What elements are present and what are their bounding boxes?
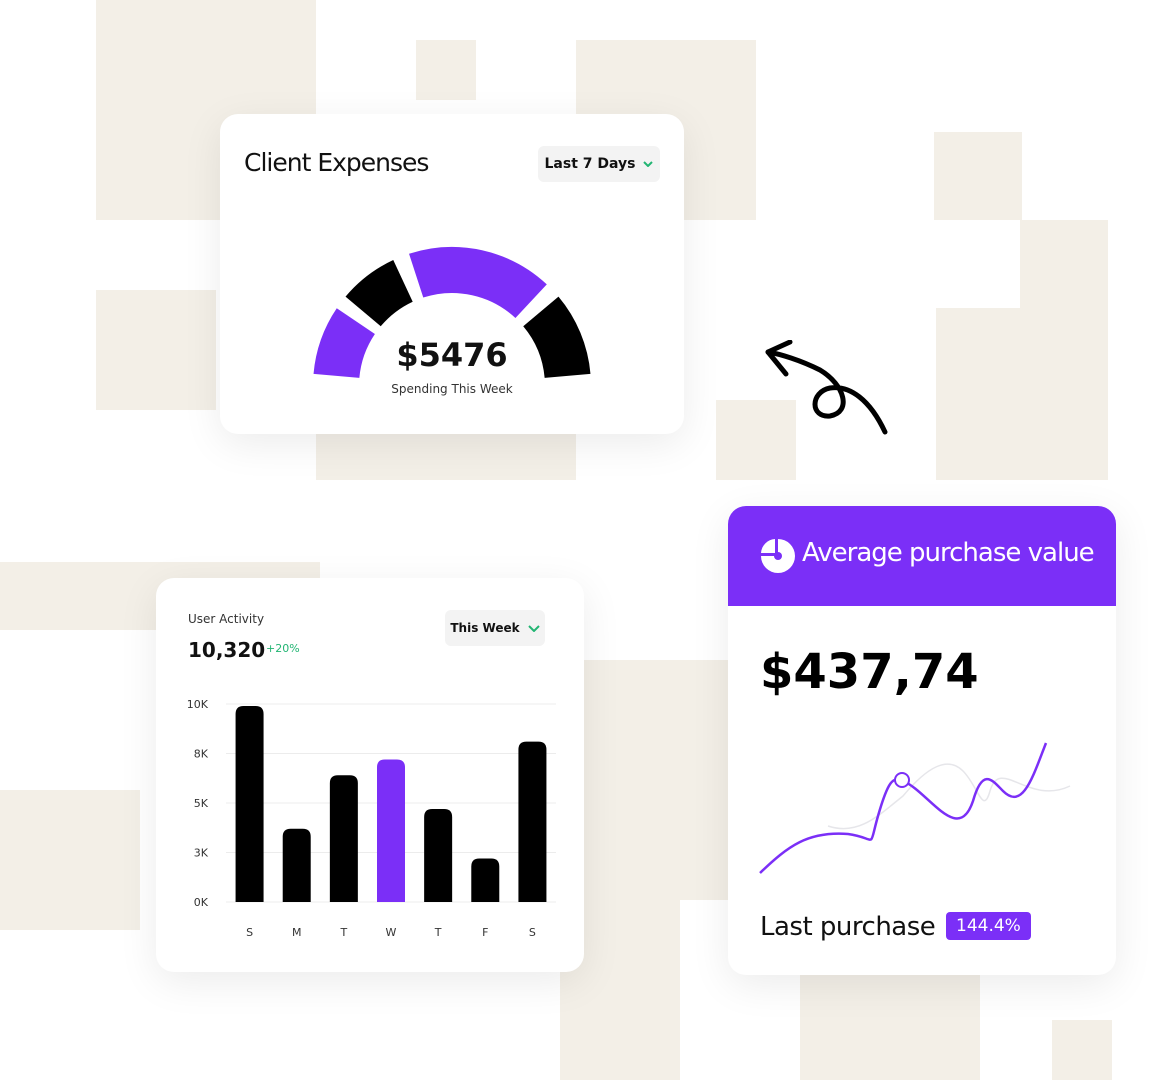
bg-block xyxy=(936,308,1108,480)
pie-icon xyxy=(761,539,795,573)
gauge-segment xyxy=(522,296,591,379)
activity-card: User Activity 10,320 +20% This Week 0K 3K… xyxy=(156,578,584,972)
bar xyxy=(377,759,405,902)
bar xyxy=(471,858,500,902)
x-tick-label: W xyxy=(386,926,397,939)
bar xyxy=(424,808,453,902)
change-badge: 144.4% xyxy=(946,912,1031,940)
dropdown-label: Last 7 Days xyxy=(544,156,636,172)
bg-block xyxy=(1020,220,1108,308)
y-tick-label: 3K xyxy=(194,847,209,860)
purchase-amount: $437,74 xyxy=(760,644,979,700)
period-dropdown[interactable]: Last 7 Days xyxy=(538,146,660,182)
x-tick-label: S xyxy=(529,926,536,939)
y-tick-label: 10K xyxy=(187,698,209,711)
bg-block xyxy=(584,660,734,900)
gauge-segment xyxy=(345,260,414,327)
y-tick-label: 5K xyxy=(194,797,209,810)
y-tick-label: 0K xyxy=(194,896,209,909)
chevron xyxy=(527,624,540,632)
dropdown-label: This Week xyxy=(450,621,520,635)
bar xyxy=(518,741,547,902)
bg-block xyxy=(0,790,140,930)
bg-block xyxy=(934,132,1022,220)
period-dropdown[interactable]: This Week xyxy=(445,610,545,646)
purchase-card: Average purchase value $437,74 Last purc… xyxy=(728,506,1116,975)
card-label: User Activity xyxy=(188,612,265,626)
gauge-amount: $5476 xyxy=(396,336,508,374)
sparkline xyxy=(759,742,1071,874)
bg-block xyxy=(800,975,980,1080)
bar xyxy=(235,705,264,902)
chevron xyxy=(643,161,654,167)
gauge-segment xyxy=(409,247,547,319)
curly-arrow xyxy=(765,340,888,435)
x-tick-label: T xyxy=(339,926,347,939)
activity-total: 10,320 xyxy=(188,638,266,662)
bar xyxy=(282,828,311,902)
gauge-segment xyxy=(313,308,376,379)
x-tick-label: S xyxy=(246,926,253,939)
expenses-card: Client Expenses Last 7 Days $5476 Spendi… xyxy=(220,114,684,434)
bar xyxy=(329,775,358,902)
bg-block xyxy=(416,40,476,100)
x-tick-label: F xyxy=(482,926,488,939)
y-tick-label: 8K xyxy=(194,748,209,761)
bg-block xyxy=(716,400,796,480)
card-title: Average purchase value xyxy=(802,538,1095,568)
footer-label: Last purchase xyxy=(760,912,936,942)
x-tick-label: M xyxy=(292,926,302,939)
bg-block xyxy=(96,290,216,410)
bg-block xyxy=(1052,1020,1112,1080)
bar-chart: 0K 3K 5K 8K 10K S M T W T F S xyxy=(187,698,556,939)
gauge xyxy=(313,247,591,379)
card-title: Client Expenses xyxy=(244,148,429,177)
activity-change: +20% xyxy=(266,642,300,655)
x-tick-label: T xyxy=(434,926,442,939)
gauge-caption: Spending This Week xyxy=(391,382,513,396)
